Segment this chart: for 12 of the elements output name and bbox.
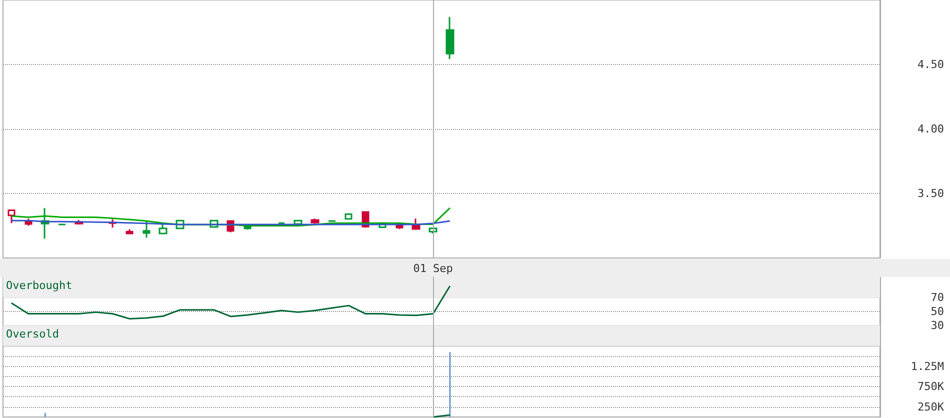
y-tick-label: 4.00 — [918, 122, 944, 136]
band-label: Overbought — [6, 279, 72, 292]
y-tick-label: 70 — [930, 291, 944, 304]
y-tick-label: 750K — [918, 380, 944, 394]
y-tick-label: 250K — [918, 400, 944, 414]
band-label: Oversold — [6, 327, 59, 340]
y-tick-label: 50 — [930, 305, 944, 318]
y-tick-label: 1.25M — [910, 360, 944, 373]
x-tick-label: 01 Sep — [413, 262, 453, 275]
y-tick-label: 30 — [930, 318, 944, 332]
y-tick-label: 3.50 — [918, 187, 944, 200]
y-tick-label: 4.50 — [918, 58, 944, 71]
